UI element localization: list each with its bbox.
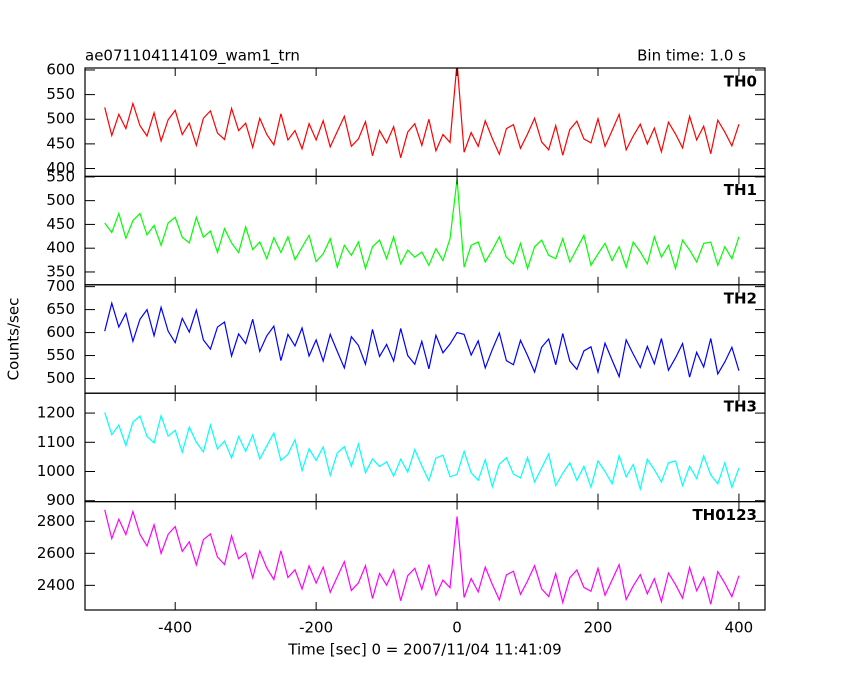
y-tick-label: 1000 (37, 462, 75, 480)
y-tick-label: 2800 (37, 512, 75, 530)
x-tick-label: 200 (584, 619, 613, 637)
panel-label: TH0 (724, 73, 757, 91)
chart-subtitle: Bin time: 1.0 s (637, 47, 746, 65)
panel-label: TH0123 (692, 506, 757, 524)
y-tick-label: 650 (46, 300, 75, 318)
data-line (104, 179, 740, 271)
y-tick-label: 500 (46, 110, 75, 128)
chart-title: ae071104114109_wam1_trn (85, 47, 300, 66)
y-tick-label: 1100 (37, 433, 75, 451)
y-tick-label: 900 (46, 491, 75, 509)
y-tick-label: 600 (46, 60, 75, 78)
x-tick-label: 400 (725, 619, 754, 637)
y-tick-label: 2400 (37, 576, 75, 594)
y-tick-label: 550 (46, 346, 75, 364)
y-tick-label: 1200 (37, 404, 75, 422)
panel-frame (84, 501, 766, 611)
y-axis-label: Counts/sec (5, 298, 23, 381)
data-line (104, 68, 740, 158)
y-tick-label: 700 (46, 277, 75, 295)
panel-frame (84, 284, 766, 394)
y-tick-label: 450 (46, 134, 75, 152)
y-tick-label: 500 (46, 191, 75, 209)
data-line (104, 412, 740, 492)
y-tick-label: 400 (46, 239, 75, 257)
panel-frame (84, 67, 766, 178)
x-tick-label: -400 (158, 619, 192, 637)
y-tick-label: 450 (46, 215, 75, 233)
x-axis-label: Time [sec] 0 = 2007/11/04 11:41:09 (287, 641, 561, 659)
y-tick-label: 600 (46, 323, 75, 341)
x-tick-label: 0 (452, 619, 462, 637)
y-tick-label: 2600 (37, 544, 75, 562)
data-line (104, 509, 740, 605)
y-tick-label: 550 (46, 85, 75, 103)
x-tick-label: -200 (299, 619, 333, 637)
panel-label: TH2 (724, 289, 757, 307)
panel-label: TH1 (724, 181, 757, 199)
y-tick-label: 550 (46, 167, 75, 185)
data-line (104, 300, 740, 379)
y-tick-label: 350 (46, 262, 75, 280)
panel-frame (84, 392, 766, 503)
panel-frame (84, 175, 766, 286)
y-tick-label: 500 (46, 369, 75, 387)
panel-label: TH3 (724, 398, 757, 416)
y-tick-label: 400 (46, 159, 75, 177)
